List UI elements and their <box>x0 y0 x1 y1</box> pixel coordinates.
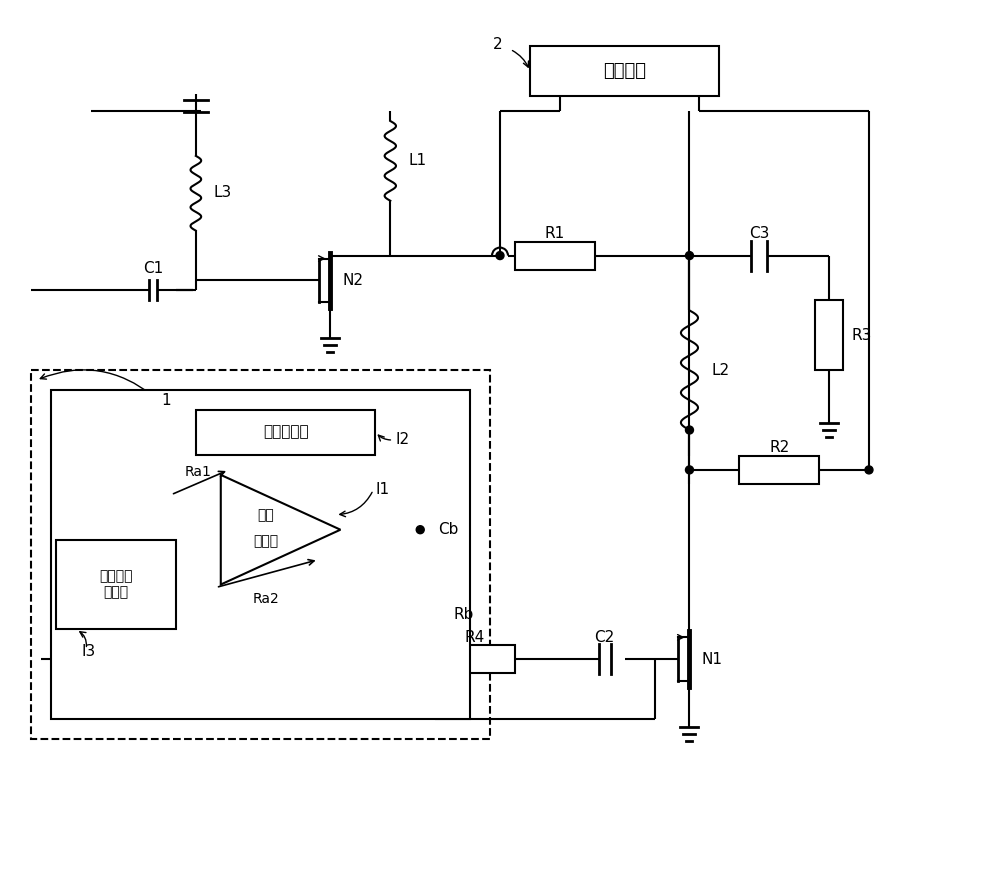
Bar <box>515 241 595 269</box>
Bar <box>530 46 719 96</box>
Text: C2: C2 <box>595 630 615 645</box>
Text: 基准电压
发生器: 基准电压 发生器 <box>99 570 133 600</box>
Text: 运算: 运算 <box>257 508 274 522</box>
Text: R3: R3 <box>851 328 871 343</box>
Text: 放大器: 放大器 <box>253 535 278 549</box>
Text: Rb: Rb <box>453 607 474 622</box>
Bar <box>31 371 490 739</box>
Circle shape <box>685 426 693 434</box>
Text: I1: I1 <box>375 482 389 497</box>
Text: N2: N2 <box>342 273 363 288</box>
Text: C3: C3 <box>749 226 769 241</box>
Bar <box>196 410 375 455</box>
Text: L1: L1 <box>408 153 426 169</box>
Text: L2: L2 <box>711 363 730 378</box>
Bar <box>435 645 515 673</box>
Circle shape <box>865 466 873 474</box>
Text: I3: I3 <box>81 644 95 659</box>
Text: Cb: Cb <box>438 522 459 538</box>
Text: Ra1: Ra1 <box>184 465 211 479</box>
Text: 供电模块: 供电模块 <box>603 62 646 80</box>
Text: R2: R2 <box>769 440 789 455</box>
Bar <box>815 301 843 371</box>
Text: 负压发生器: 负压发生器 <box>263 425 308 440</box>
Text: L3: L3 <box>214 185 232 200</box>
Text: N1: N1 <box>701 652 722 667</box>
Circle shape <box>416 526 424 534</box>
Bar <box>56 539 176 629</box>
Text: I2: I2 <box>395 433 409 447</box>
Bar <box>51 390 470 719</box>
Text: R4: R4 <box>465 630 485 645</box>
Bar <box>739 456 819 484</box>
Circle shape <box>685 252 693 260</box>
Text: Ra2: Ra2 <box>252 593 279 607</box>
Text: C1: C1 <box>143 261 163 276</box>
Text: R1: R1 <box>545 226 565 241</box>
Circle shape <box>496 252 504 260</box>
Text: 1: 1 <box>161 392 171 407</box>
Text: 2: 2 <box>493 37 503 52</box>
Circle shape <box>685 466 693 474</box>
